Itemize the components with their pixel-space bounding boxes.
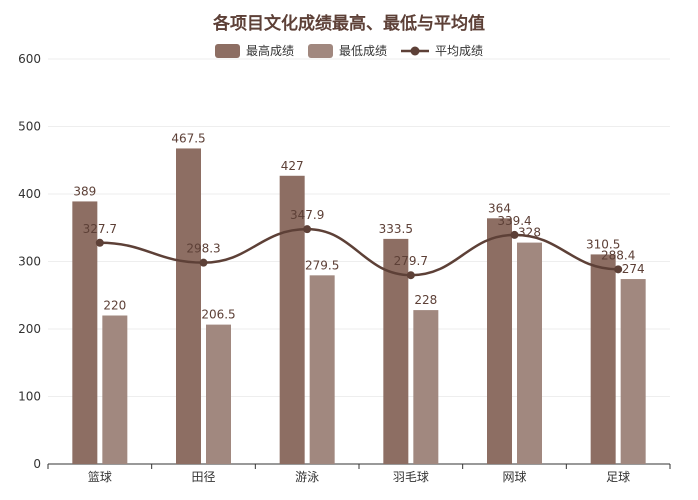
bar-data-label: 228: [414, 293, 437, 307]
average-line: [95, 225, 623, 280]
bar-data-label: 220: [103, 299, 126, 313]
bar-data-label: 206.5: [201, 308, 235, 322]
bar-最低成绩[interactable]: [309, 275, 335, 464]
chart-title: 各项目文化成绩最高、最低与平均值: [212, 13, 485, 34]
bar-最低成绩[interactable]: [413, 310, 439, 464]
x-tick-label: 田径: [191, 470, 215, 484]
bar-最高成绩[interactable]: [279, 175, 305, 464]
bar-最低成绩[interactable]: [102, 315, 128, 465]
bars: [72, 148, 646, 465]
legend-label[interactable]: 平均成绩: [435, 44, 483, 58]
bar-最高成绩[interactable]: [176, 148, 201, 464]
bar-最低成绩[interactable]: [206, 324, 231, 464]
x-tick-label: 足球: [606, 470, 630, 484]
legend-swatch-bar[interactable]: [308, 44, 333, 58]
y-tick-label: 100: [18, 390, 41, 404]
line-point[interactable]: [406, 271, 415, 280]
legend-swatch-point[interactable]: [410, 46, 420, 56]
data-labels: 389 467.5 427 333.5 364 310.5 220 206.5 279.5 228…: [73, 131, 644, 321]
line-point[interactable]: [199, 258, 208, 267]
line-data-label: 339.4: [497, 214, 531, 228]
bar-最低成绩[interactable]: [620, 279, 646, 464]
bar-data-label: 364: [488, 201, 511, 215]
line-point[interactable]: [95, 238, 104, 247]
line-data-label: 327.7: [83, 222, 117, 236]
bar-最高成绩[interactable]: [383, 238, 409, 464]
bar-data-label: 279.5: [305, 258, 339, 272]
bar-最高成绩[interactable]: [487, 218, 512, 464]
line-data-label: 298.3: [186, 242, 220, 256]
x-tick-label: 篮球: [88, 469, 112, 484]
gridlines: [48, 58, 670, 397]
line-point[interactable]: [303, 225, 312, 234]
bar-data-label: 467.5: [171, 131, 205, 145]
line-point[interactable]: [614, 265, 623, 274]
y-tick-label: 200: [18, 322, 41, 336]
y-tick-label: 500: [18, 120, 41, 134]
line-平均成绩: [99, 227, 619, 277]
line-point[interactable]: [510, 230, 519, 239]
line-data-label: 347.9: [290, 208, 324, 222]
y-tick-label: 0: [33, 457, 41, 471]
y-tick-label: 400: [18, 187, 41, 201]
bar-data-label: 333.5: [379, 222, 413, 236]
legend-label[interactable]: 最高成绩: [246, 43, 294, 58]
bar-data-label: 310.5: [586, 237, 620, 251]
bar-data-label: 328: [518, 226, 541, 240]
legend: 最高成绩 最低成绩 平均成绩: [215, 43, 483, 58]
bar-data-label: 427: [281, 159, 304, 173]
y-tick-label: 600: [18, 52, 41, 66]
axes: 0 100 200 300 400 500 600 篮球 田径 游泳 羽毛球 网球 足球: [18, 52, 671, 484]
bar-最低成绩[interactable]: [517, 242, 542, 464]
bar-最高成绩[interactable]: [72, 201, 98, 465]
line-data-label: 288.4: [601, 248, 635, 262]
line-data-label: 279.7: [394, 254, 428, 268]
legend-label[interactable]: 最低成绩: [339, 44, 387, 58]
legend-swatch-bar[interactable]: [215, 44, 240, 58]
bar-data-label: 274: [622, 262, 645, 276]
y-tick-label: 300: [18, 255, 41, 269]
bar-最高成绩[interactable]: [590, 254, 616, 464]
bar-data-label: 389: [73, 184, 96, 198]
x-tick-label: 网球: [502, 470, 526, 484]
x-tick-label: 羽毛球: [393, 470, 429, 484]
x-tick-label: 游泳: [295, 470, 319, 484]
